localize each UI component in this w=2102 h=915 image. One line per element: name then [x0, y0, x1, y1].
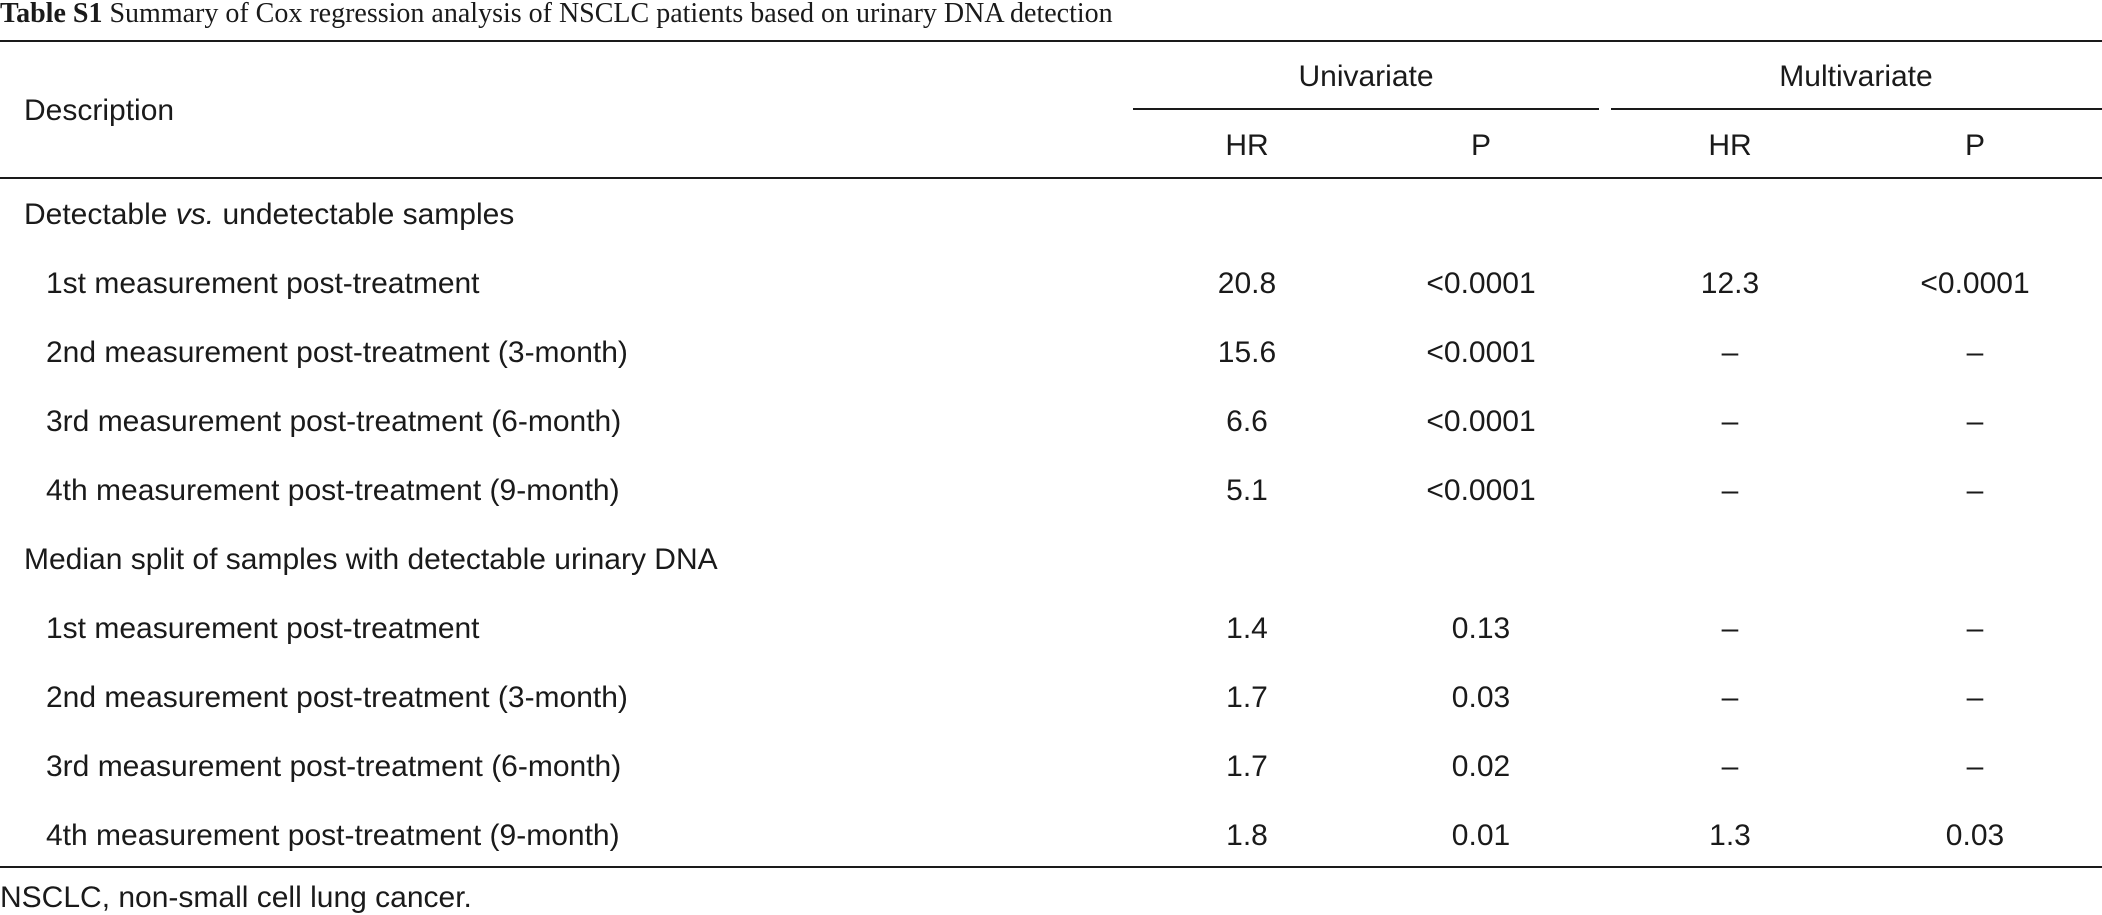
table-top-rule [0, 40, 2102, 42]
univariate-hr-value: 1.4 [1226, 612, 1268, 645]
multivariate-p-value: – [1966, 681, 1984, 714]
row-label: 4th measurement post-treatment (9-month) [46, 474, 620, 507]
multivariate-group-rule [1611, 108, 2102, 110]
row-label: 3rd measurement post-treatment (6-month) [46, 750, 622, 783]
univariate-p-value: <0.0001 [1426, 474, 1536, 507]
row-label: 1st measurement post-treatment [46, 267, 480, 300]
row-label: 4th measurement post-treatment (9-month) [46, 819, 620, 852]
section-title-emphasis: vs. [175, 198, 215, 231]
univariate-hr-value: 1.7 [1226, 750, 1268, 783]
univariate-p-value: <0.0001 [1426, 267, 1536, 300]
header-univariate-p: P [1470, 129, 1492, 162]
section-title-text: undetectable samples [214, 198, 515, 231]
header-multivariate-p: P [1964, 129, 1986, 162]
section-title: Detectable vs. undetectable samples [24, 200, 514, 230]
section-title: Median split of samples with detectable … [24, 543, 718, 576]
univariate-hr-value: 6.6 [1226, 405, 1268, 438]
univariate-p-value: 0.03 [1451, 681, 1511, 714]
univariate-hr-value: 20.8 [1217, 267, 1277, 300]
row-label: 1st measurement post-treatment [46, 612, 480, 645]
header-multivariate-hr: HR [1708, 129, 1752, 162]
header-multivariate: Multivariate [1779, 60, 1933, 93]
header-univariate: Univariate [1298, 60, 1434, 93]
caption-text: Summary of Cox regression analysis of NS… [109, 0, 1113, 29]
multivariate-hr-value: – [1721, 681, 1739, 714]
univariate-hr-value: 1.7 [1226, 681, 1268, 714]
multivariate-p-value: 0.03 [1945, 819, 2005, 852]
row-label: 2nd measurement post-treatment (3-month) [46, 336, 628, 369]
univariate-p-value: <0.0001 [1426, 405, 1536, 438]
multivariate-p-value: – [1966, 750, 1984, 783]
multivariate-hr-value: – [1721, 336, 1739, 369]
table-caption: Table S1 Summary of Cox regression analy… [0, 0, 1113, 30]
multivariate-hr-value: – [1721, 405, 1739, 438]
multivariate-p-value: – [1966, 336, 1984, 369]
caption-label: Table S1 [0, 0, 103, 29]
univariate-p-value: <0.0001 [1426, 336, 1536, 369]
header-description: Description [24, 94, 175, 127]
univariate-p-value: 0.01 [1451, 819, 1511, 852]
multivariate-p-value: – [1966, 612, 1984, 645]
multivariate-hr-value: – [1721, 612, 1739, 645]
table-bottom-rule [0, 866, 2102, 868]
univariate-p-value: 0.13 [1451, 612, 1511, 645]
row-label: 3rd measurement post-treatment (6-month) [46, 405, 622, 438]
header-univariate-hr: HR [1225, 129, 1269, 162]
multivariate-p-value: – [1966, 405, 1984, 438]
univariate-hr-value: 1.8 [1226, 819, 1268, 852]
multivariate-p-value: – [1966, 474, 1984, 507]
univariate-hr-value: 15.6 [1217, 336, 1277, 369]
table-footnote: NSCLC, non-small cell lung cancer. [0, 881, 472, 914]
multivariate-hr-value: 12.3 [1700, 267, 1760, 300]
header-bottom-rule [0, 177, 2102, 179]
multivariate-hr-value: – [1721, 474, 1739, 507]
row-label: 2nd measurement post-treatment (3-month) [46, 681, 628, 714]
multivariate-p-value: <0.0001 [1920, 267, 2030, 300]
univariate-hr-value: 5.1 [1226, 474, 1268, 507]
multivariate-hr-value: – [1721, 750, 1739, 783]
univariate-group-rule [1133, 108, 1599, 110]
section-title-text: Detectable [24, 198, 176, 231]
multivariate-hr-value: 1.3 [1709, 819, 1751, 852]
univariate-p-value: 0.02 [1451, 750, 1511, 783]
